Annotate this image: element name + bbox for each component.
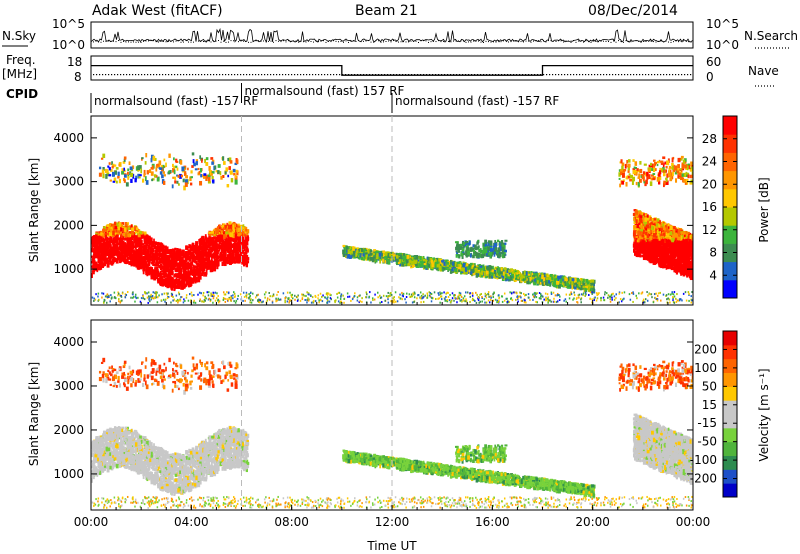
colorbar-segment	[723, 483, 737, 498]
velocity-heatmap	[91, 356, 693, 509]
x-tick-label: 04:00	[174, 515, 209, 529]
colorbar-tick-label: -15	[697, 416, 717, 430]
freq-label: Freq.	[6, 53, 36, 67]
power-colorbar-label: Power [dB]	[757, 177, 771, 242]
x-tick-label: 12:00	[375, 515, 410, 529]
colorbar-tick-label: 15	[702, 398, 717, 412]
colorbar-tick-label: 8	[709, 246, 717, 260]
colorbar-segment	[723, 427, 737, 443]
colorbar-tick-label: -100	[690, 453, 717, 467]
colorbar-segment	[723, 386, 737, 401]
x-tick-label: 00:00	[676, 515, 711, 529]
y-tick-label: 1000	[53, 262, 84, 276]
colorbar-segment	[723, 279, 737, 299]
colorbar-segment	[723, 134, 737, 153]
x-tick-label: 16:00	[475, 515, 510, 529]
velocity-colorbar-label: Velocity [m s⁻¹]	[757, 368, 771, 461]
colorbar-tick-label: -200	[690, 472, 717, 486]
colorbar-tick-label: 200	[694, 342, 717, 356]
nsky-tick-high: 10^5	[52, 17, 85, 31]
nave-tick-low: 0	[706, 70, 714, 84]
y-tick-label: 4000	[53, 131, 84, 145]
colorbar-segment	[723, 188, 737, 208]
colorbar-segment	[723, 455, 737, 470]
colorbar-segment	[723, 243, 737, 263]
cpid-segment-label: normalsound (fast) 157 RF	[245, 84, 405, 98]
colorbar-segment	[723, 116, 737, 135]
y-tick-label: 1000	[53, 467, 84, 481]
colorbar-tick-label: 28	[702, 132, 717, 146]
colorbar-tick-label: 24	[702, 155, 717, 169]
power-colorbar: 28 24 20 16 12 8 4	[702, 115, 738, 299]
colorbar-tick-label: 16	[702, 200, 717, 214]
colorbar-segment	[723, 261, 737, 281]
colorbar-segment	[723, 152, 737, 172]
colorbar-tick-label: 4	[709, 268, 717, 282]
x-tick-label: 08:00	[274, 515, 309, 529]
colorbar-tick-label: 20	[702, 177, 717, 191]
y-tick-label: 3000	[53, 379, 84, 393]
colorbar-segment	[723, 372, 737, 387]
power-heatmap	[91, 152, 693, 304]
nave-label: Nave	[748, 64, 779, 78]
freq-unit-label: [MHz]	[2, 67, 37, 81]
x-tick-label: 20:00	[575, 515, 610, 529]
beam-title: Beam 21	[355, 3, 418, 19]
freq-tick-high: 18	[67, 55, 82, 69]
freq-tick-low: 8	[74, 70, 82, 84]
power-y-axis: 4000 3000 2000 1000	[53, 131, 693, 276]
y-tick-label: 4000	[53, 335, 84, 349]
nave-tick-high: 60	[706, 55, 721, 69]
y-tick-label: 3000	[53, 175, 84, 189]
x-axis-label: Time UT	[366, 539, 417, 553]
cpid-segment-label: normalsound (fast) -157 RF	[94, 94, 258, 108]
colorbar-tick-label: 50	[702, 379, 717, 393]
nsearch-label: N.Search	[744, 29, 798, 43]
y-tick-label: 2000	[53, 423, 84, 437]
cpid-boundary-lines	[241, 116, 393, 510]
colorbar-segment	[723, 400, 737, 415]
colorbar-segment	[723, 414, 737, 429]
colorbar-segment	[723, 170, 737, 190]
x-tick-label: 00:00	[74, 515, 109, 529]
colorbar-segment	[723, 441, 737, 456]
nsearch-tick-low: 10^0	[706, 38, 739, 52]
power-ylabel: Slant Range [km]	[27, 158, 41, 262]
nsky-trace	[90, 27, 693, 44]
colorbar-segment	[723, 207, 737, 226]
frequency-trace	[91, 64, 693, 76]
cpid-label: CPID	[6, 87, 38, 101]
date-title: 08/Dec/2014	[588, 3, 678, 19]
nsky-label: N.Sky	[2, 29, 36, 43]
station-title: Adak West (fitACF)	[92, 3, 223, 19]
velocity-ylabel: Slant Range [km]	[27, 362, 41, 466]
nsearch-tick-high: 10^5	[706, 17, 739, 31]
nsky-panel-frame	[90, 21, 694, 49]
cpid-segment-label: normalsound (fast) -157 RF	[395, 94, 559, 108]
velocity-colorbar: 200 100 50 15 -15 -50 -100 -200	[690, 330, 738, 498]
colorbar-segment	[723, 469, 737, 484]
colorbar-segment	[723, 358, 737, 373]
colorbar-tick-label: 12	[702, 223, 717, 237]
velocity-y-axis: 4000 3000 2000 1000	[53, 335, 693, 481]
colorbar-tick-label: -50	[697, 435, 717, 449]
y-tick-label: 2000	[53, 218, 84, 232]
time-x-axis: 00:00 04:00 08:00 12:00 16:00 20:00 00:00	[74, 300, 711, 529]
colorbar-segment	[723, 331, 737, 346]
colorbar-segment	[723, 344, 737, 360]
freq-panel-frame	[90, 55, 694, 81]
colorbar-tick-label: 100	[694, 361, 717, 375]
nsky-tick-low: 10^0	[52, 38, 85, 52]
colorbar-segment	[723, 225, 737, 244]
